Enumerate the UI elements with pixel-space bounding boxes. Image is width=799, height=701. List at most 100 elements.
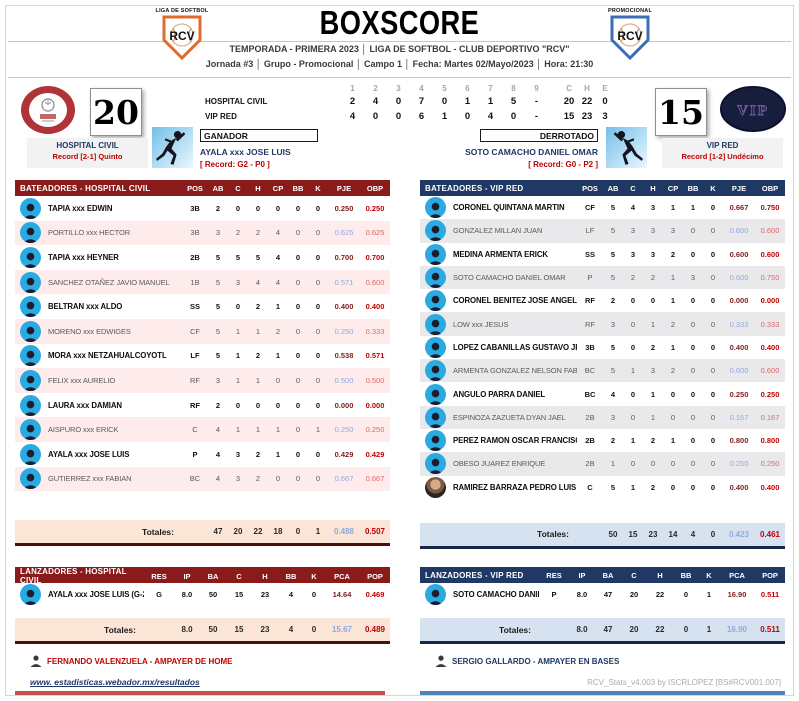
stats-website-link[interactable]: www. estadisticas.webador.mx/resultados (30, 677, 200, 687)
player-name: AISPURO xxx ERICK (48, 425, 119, 435)
inning-score: 1 (441, 111, 448, 122)
player-silhouette-icon (428, 296, 443, 312)
stat-c: 3 (235, 277, 241, 287)
stat-h: 4 (255, 277, 261, 287)
player-silhouette-icon (23, 474, 38, 490)
pitchers-table-away: LANZADORES - VIP RED RES IP BA C H BB K PCA POP … (420, 567, 785, 644)
table-row: MORENO xxx EDWIGES CF 5 1 1 2 0 0 0.250 … (15, 318, 390, 344)
column-header: POP (762, 570, 778, 580)
divider (8, 77, 791, 78)
stat-bb: 0 (295, 400, 301, 410)
stat-cp: 2 (670, 366, 676, 376)
player-avatar (20, 197, 41, 219)
bases-umpire: SERGIO GALLARDO - AMPAYER EN BASES (435, 655, 619, 667)
stat-pje: 0.250 (334, 326, 354, 336)
totals-k: 1 (706, 625, 712, 634)
table-row: ESPINOZA ZAZUETA DYAN JAEL 2B 3 0 1 0 0 … (420, 405, 785, 429)
batters-home-totals: Totales: 47 20 22 18 0 1 0.488 0.507 (15, 520, 390, 547)
player-silhouette-icon (428, 319, 443, 335)
stat-bb: 0 (295, 351, 301, 361)
player-avatar (425, 453, 446, 475)
table-row: ANGULO PARRA DANIEL BC 4 0 1 0 0 0 0.250… (420, 382, 785, 406)
stat-k: 0 (315, 277, 321, 287)
stat-bb: 3 (690, 273, 696, 283)
pitcher-name: SOTO CAMACHO DANIEL OMAR (P-2) (453, 589, 539, 599)
player-silhouette-icon (23, 301, 38, 318)
pitchers-home-totals: Totales: 8.0 50 15 23 4 0 15.67 0.489 (15, 618, 390, 644)
home-umpire: FERNANDO VALENZUELA - AMPAYER DE HOME (30, 655, 233, 667)
stat-bb: 4 (288, 589, 294, 599)
inning-score: 4 (372, 96, 379, 107)
table-row: LOW xxx JESUS RF 3 0 1 2 0 0 0.333 0.333 (420, 312, 785, 336)
stat-pos: P (587, 273, 593, 283)
stat-c: 0 (630, 412, 636, 422)
stat-cp: 1 (275, 351, 281, 361)
stat-pos: RF (585, 296, 595, 306)
player-silhouette-icon (23, 400, 38, 416)
player-name: ARMENTA GONZALEZ NELSON FABIAN (453, 366, 577, 376)
player-name: RAMIREZ BARRAZA PEDRO LUIS (453, 482, 577, 492)
totals-ba: 47 (603, 625, 613, 634)
stat-pos: P (192, 449, 198, 459)
inning-number: 5 (442, 84, 447, 93)
stat-k: 0 (710, 436, 716, 446)
stat-cp: 3 (670, 226, 676, 236)
table-row: SOTO CAMACHO DANIEL OMAR P 5 2 2 1 3 0 0… (420, 265, 785, 290)
stat-c: 15 (234, 589, 244, 599)
player-silhouette-icon (428, 226, 443, 242)
stat-h: 1 (255, 375, 261, 385)
stat-k: 0 (710, 482, 716, 492)
column-header: C (236, 571, 242, 581)
batters-away-header: BATEADORES - VIP RED POS AB C H CP BB K PJE OBP (420, 180, 785, 196)
stat-bb: 0 (690, 459, 696, 469)
player-name: TAPIA xxx EDWIN (48, 203, 113, 213)
player-avatar (425, 430, 446, 452)
stat-obp: 0.000 (365, 400, 385, 410)
totals-label: Totales: (104, 624, 136, 635)
stat-pje: 0.429 (334, 449, 354, 459)
stat-k: 0 (710, 226, 716, 236)
column-header: PCA (729, 570, 745, 580)
inning-score: 0 (395, 111, 402, 122)
stat-k: 0 (710, 273, 716, 283)
stat-k: 0 (315, 228, 321, 238)
player-name: SANCHEZ OTAÑEZ JAVIO MANUEL (48, 277, 170, 287)
stat-cp: 1 (275, 302, 281, 312)
column-header: K (706, 570, 712, 580)
stat-k: 0 (315, 375, 321, 385)
stat-ab: 5 (610, 273, 616, 283)
stat-k: 0 (315, 252, 321, 262)
stat-h: 5 (255, 252, 261, 262)
column-header: CP (667, 183, 679, 193)
stat-cp: 1 (670, 203, 676, 213)
stat-cp: 0 (275, 375, 281, 385)
stat-k: 0 (315, 400, 321, 410)
stat-ab: 5 (610, 249, 616, 259)
stat-k: 0 (710, 459, 716, 469)
player-avatar (20, 468, 41, 490)
vip-red-team-logo: VIP (720, 86, 786, 132)
stat-bb: 0 (690, 436, 696, 446)
player-avatar (20, 394, 41, 416)
stat-h: 22 (655, 589, 665, 599)
inning-score: 6 (418, 111, 425, 122)
stat-cp: 0 (275, 474, 281, 484)
player-silhouette-icon (428, 412, 443, 428)
column-header: H (262, 571, 268, 581)
totals-ip: 8.0 (576, 625, 588, 634)
stat-c: 1 (235, 351, 241, 361)
stat-obp: 0.333 (760, 319, 780, 329)
player-silhouette-icon (23, 375, 38, 391)
stat-ab: 5 (610, 366, 616, 376)
player-avatar (20, 345, 41, 367)
stat-obp: 0.800 (760, 436, 780, 446)
winner-label-box: GANADOR (200, 129, 318, 142)
stat-ab: 1 (610, 459, 616, 469)
col-c: C (566, 84, 572, 93)
home-umpire-name: FERNANDO VALENZUELA - AMPAYER DE HOME (47, 656, 233, 666)
column-header: OBP (761, 183, 779, 193)
stat-pos: 2B (585, 412, 595, 422)
player-name: PEREZ RAMON OSCAR FRANCISCO (453, 436, 577, 446)
totals-c: 20 (629, 625, 639, 634)
